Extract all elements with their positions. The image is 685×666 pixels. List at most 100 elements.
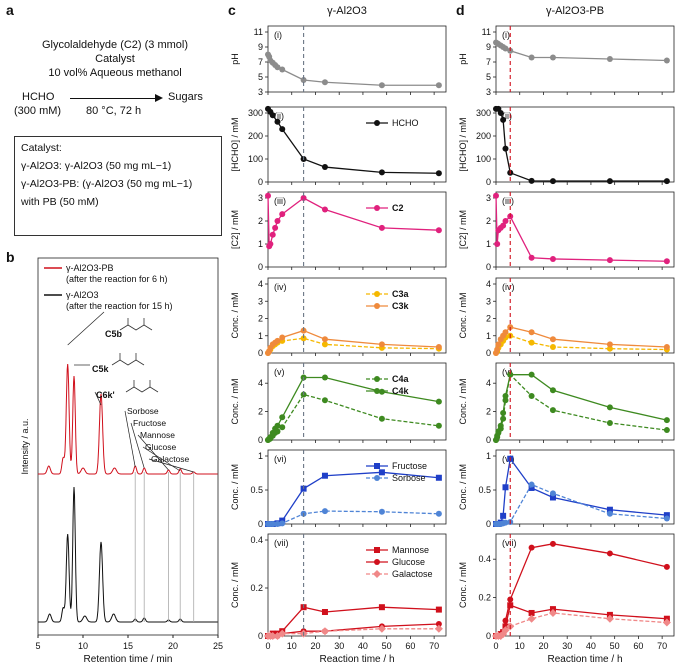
data-point-glucose [663,563,670,570]
y-axis-label: Conc. / mM [458,292,468,338]
data-point-fructose [663,512,670,519]
legend-label-c3a: C3a [392,289,410,299]
catalyst-title: Catalyst: [21,142,62,154]
data-point-hcho [502,145,509,152]
data-point-c3a [321,341,328,348]
y-tick-label: 1 [486,451,491,461]
data-point-c4a [378,415,385,422]
series-line-c2 [267,195,439,247]
data-point-c2 [300,195,307,201]
subplot-label: (vi) [274,454,287,464]
subplot-frame [495,191,675,268]
legend-label-c2: C2 [392,203,404,213]
catalyst-legend-box: Catalyst: γ-Al2O3: γ-Al2O3 (50 mg mL−1) … [14,136,222,236]
y-tick-label: 3 [486,87,491,97]
molecule-c5b-icon [119,318,153,331]
y-tick-label: 9 [486,42,491,52]
data-point-glucose [502,617,509,624]
data-point-c4k [528,371,535,378]
data-point-mannose [321,609,328,615]
x-tick-label: 70 [429,641,439,651]
legend-label-al2o3: γ-Al2O3 [66,290,99,300]
data-point-c2 [528,254,535,261]
data-point-sorbose [279,520,286,527]
scheme-product: Sugars [168,91,203,103]
series-line-sorbose [496,483,667,525]
x-axis-label: Reaction time / h [547,654,622,665]
subplot-label: (vii) [274,538,289,548]
subplot-label: (iii) [274,196,286,206]
legend-label-c4k: C4k [392,386,410,396]
y-axis-label: Conc. / mM [458,562,468,608]
data-point-galactose [377,624,386,633]
data-point-galactose [278,629,287,638]
y-tick-label: 0 [486,348,491,358]
x-tick-label: 15 [123,641,133,651]
subplot-frame [267,533,447,637]
x-tick-label: 40 [586,641,596,651]
y-tick-label: 100 [476,154,491,164]
y-axis-label: Conc. / mM [458,378,468,424]
data-point-hcho [279,126,286,133]
scheme-reactant: HCHO [22,91,55,103]
data-point-ph [663,57,670,64]
legend-marker [374,463,380,469]
x-tick-label: 20 [168,641,178,651]
y-tick-label: 7 [258,57,263,67]
y-tick-label: 0 [258,519,263,529]
subplot-label: (iii) [502,196,514,206]
molecule-c6k-icon [125,380,159,393]
data-point-c3k [274,337,281,344]
y-tick-label: 2 [258,216,263,226]
panel-c-title: γ-Al2O3 [327,5,367,17]
legend-marker [374,291,380,297]
x-tick-label: 10 [515,641,525,651]
peak-callout-line [137,434,169,471]
series-line-ph [267,54,439,86]
legend-label-glucose: Glucose [392,557,425,567]
data-point-hcho [663,178,670,185]
legend-marker [374,120,380,126]
subplot-frame [267,277,447,354]
data-point-c3k [549,336,556,343]
y-tick-label: 4 [258,378,263,388]
data-point-c3k [528,329,535,336]
peak-callout-line [130,422,145,469]
y-tick-label: 0.5 [250,485,263,495]
series-line-ph [495,41,667,62]
legend-label-c4a: C4a [392,374,410,384]
x-tick-label: 10 [287,641,297,651]
data-point-fructose [435,474,442,481]
data-point-c4a [435,422,442,429]
data-point-fructose [606,506,613,513]
panel-letter-a: a [6,2,14,18]
panel-letter-d: d [456,2,465,18]
legend-marker [374,205,380,211]
arrow-head-icon [155,94,163,102]
y-axis-label: Conc. / mM [230,464,240,510]
data-point-c2 [502,218,509,224]
data-point-hcho [274,118,281,125]
data-point-hcho [321,164,328,171]
legend-label-fructose: Fructose [392,461,427,471]
x-tick-label: 60 [633,641,643,651]
data-point-sorbose [378,508,385,515]
data-point-c4k [274,422,281,429]
subplot-frame [495,449,675,525]
data-point-hcho [269,112,276,119]
data-point-sorbose [663,515,670,522]
data-point-c4k [497,422,504,429]
y-tick-label: 3 [258,193,263,203]
y-tick-label: 100 [248,154,263,164]
data-point-sorbose [435,510,442,517]
subplot-label: (ii) [502,111,512,121]
data-point-ph [435,82,442,89]
legend-label-galactose: Galactose [392,569,433,579]
y-axis-label: Conc. / mM [230,562,240,608]
data-point-c4a [528,392,535,399]
panel-d-title: γ-Al2O3-PB [546,5,604,17]
data-point-c2 [269,231,276,238]
data-point-c4k [606,404,613,411]
data-point-c4k [495,428,502,435]
